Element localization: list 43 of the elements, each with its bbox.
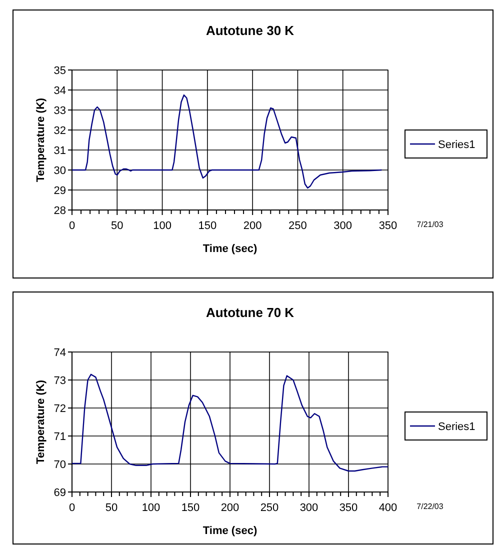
x-tick-label: 400 <box>378 502 398 514</box>
y-tick-label: 72 <box>54 403 66 415</box>
y-tick-label: 29 <box>54 185 66 197</box>
x-tick-label: 150 <box>198 220 217 232</box>
x-tick-label: 50 <box>111 220 124 232</box>
x-tick-label: 0 <box>68 220 76 232</box>
y-tick-label: 74 <box>54 347 66 359</box>
y-tick-label: 33 <box>54 105 66 117</box>
x-tick-label: 300 <box>334 220 352 232</box>
legend-label: Series1 <box>438 421 476 433</box>
x-tick-label: 200 <box>243 220 262 232</box>
y-tick-label: 70 <box>54 459 66 471</box>
y-tick-label: 34 <box>54 85 66 97</box>
y-tick-label: 31 <box>54 145 66 157</box>
y-tick-label: 71 <box>54 431 66 443</box>
text: 7/22/03 <box>416 502 444 511</box>
x-tick-label: 50 <box>105 502 118 514</box>
x-axis-title: Time (sec) <box>202 525 258 537</box>
line-series <box>71 94 382 189</box>
x-tick-label: 350 <box>339 502 358 514</box>
line-series <box>71 374 389 472</box>
y-tick-label: 69 <box>54 487 66 499</box>
chart-title: Autotune 70 K <box>206 305 295 320</box>
x-axis-title: Time (sec) <box>202 243 258 255</box>
x-tick-label: 150 <box>181 502 200 514</box>
x-tick-label: 250 <box>288 220 307 232</box>
y-tick-label: 73 <box>54 375 66 387</box>
y-tick-label: 28 <box>54 205 66 217</box>
x-tick-label: 100 <box>153 220 172 232</box>
x-tick-label: 300 <box>300 502 318 514</box>
text: 7/21/03 <box>416 220 444 229</box>
x-tick-label: 0 <box>68 502 76 514</box>
chart-title: Autotune 30 K <box>206 23 295 38</box>
x-tick-label: 350 <box>378 220 398 232</box>
x-tick-label: 250 <box>260 502 279 514</box>
y-axis-title: Temperature (K) <box>35 380 47 464</box>
y-axis-title: Temperature (K) <box>35 98 47 182</box>
y-tick-label: 32 <box>54 125 66 137</box>
y-tick-label: 35 <box>54 65 66 77</box>
x-tick-label: 100 <box>142 502 160 514</box>
x-tick-label: 200 <box>220 502 240 514</box>
y-tick-label: 30 <box>54 165 66 177</box>
legend-label: Series1 <box>438 139 476 151</box>
